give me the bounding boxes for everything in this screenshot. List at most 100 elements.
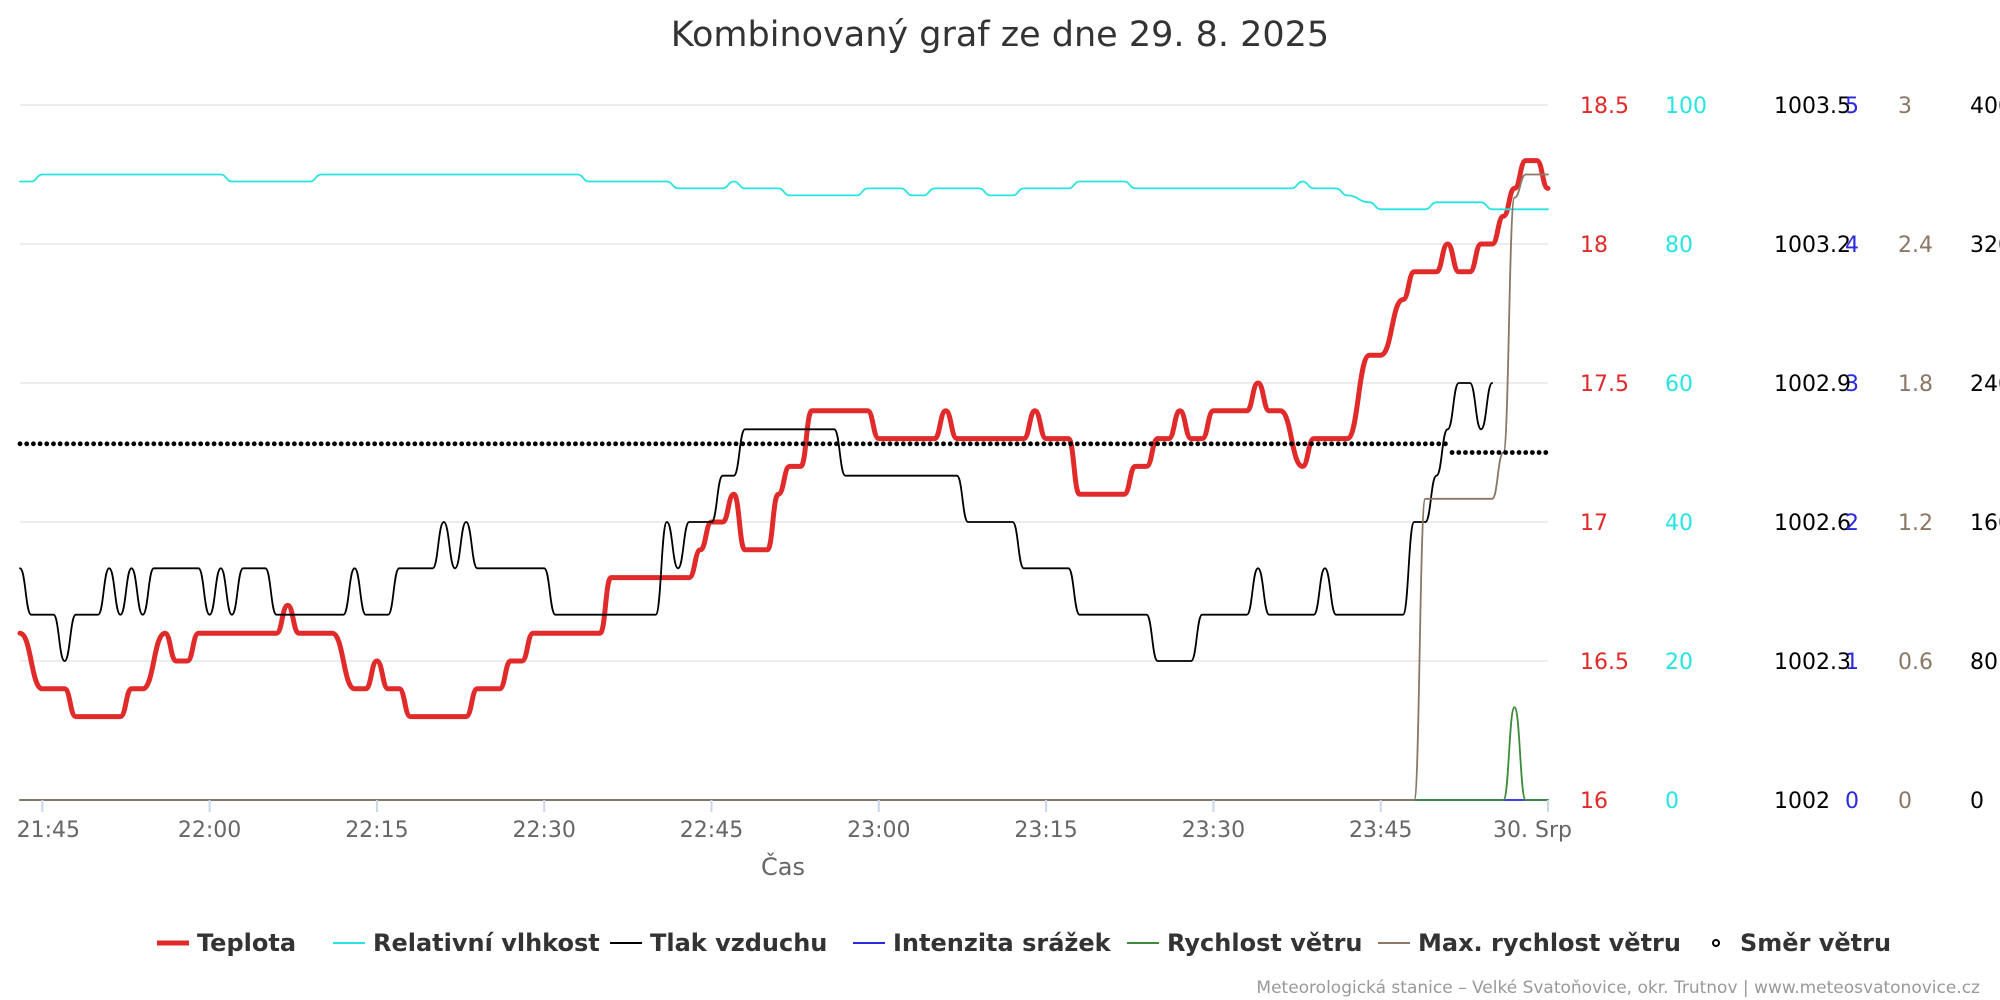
wind-direction-point — [1222, 441, 1227, 447]
wind-direction-point — [492, 441, 498, 447]
y-axis-precipitation-label: 2 — [1845, 511, 1859, 536]
wind-direction-point — [405, 441, 411, 447]
wind-direction-point — [1516, 450, 1522, 455]
wind-direction-point — [1469, 450, 1475, 455]
legend-item-tlak-vzduchu[interactable]: Tlak vzduchu — [610, 929, 827, 957]
wind-direction-point — [1409, 441, 1415, 447]
wind-direction-point — [1235, 441, 1241, 447]
wind-direction-point — [1195, 441, 1201, 447]
legend-label: Teplota — [197, 929, 296, 957]
credits[interactable]: Meteorologická stanice – Velké Svatoňovi… — [1256, 978, 1980, 998]
wind-direction-point — [914, 441, 920, 447]
wind-direction-point — [265, 441, 271, 447]
x-tick-label: 23:00 — [847, 818, 910, 843]
wind-direction-point — [1121, 441, 1127, 447]
wind-direction-point — [854, 441, 859, 447]
wind-direction-point — [30, 441, 36, 447]
wind-direction-point — [399, 441, 404, 447]
wind-direction-point — [994, 441, 1000, 447]
wind-direction-point — [887, 441, 893, 447]
wind-direction-point — [432, 441, 438, 447]
wind-direction-point — [773, 441, 779, 447]
wind-direction-point — [445, 441, 451, 447]
wind-direction-point — [245, 441, 250, 447]
y-axis-humidity-label: 80 — [1665, 233, 1693, 258]
y-axis-temperature-label: 18.5 — [1580, 94, 1629, 119]
wind-direction-point — [385, 441, 391, 447]
wind-direction-point — [552, 441, 558, 447]
legend-item-rychlost-vetru[interactable]: Rychlost větru — [1127, 929, 1363, 957]
legend-label: Relativní vlhkost — [373, 929, 600, 957]
wind-direction-point — [934, 441, 940, 447]
wind-direction-point — [479, 441, 485, 447]
wind-direction-point — [138, 441, 143, 447]
wind-direction-point — [1503, 450, 1509, 455]
wind-direction-point — [278, 441, 284, 447]
x-tick-label: 23:30 — [1182, 818, 1245, 843]
y-axis-humidity-label: 20 — [1665, 650, 1693, 675]
wind-direction-point — [593, 441, 598, 447]
y-axis-humidity-label: 60 — [1665, 372, 1693, 397]
wind-direction-point — [1202, 441, 1207, 447]
wind-direction-point — [1228, 441, 1234, 447]
wind-direction-point — [1028, 441, 1033, 447]
grid-layer — [20, 104, 1548, 801]
wind-direction-point — [947, 441, 953, 447]
wind-direction-point — [606, 441, 612, 447]
legend-label: Intenzita srážek — [893, 929, 1112, 957]
y-axis-precipitation-label: 3 — [1845, 372, 1859, 397]
wind-direction-point — [747, 441, 752, 447]
wind-direction-point — [338, 441, 344, 447]
wind-direction-point — [941, 441, 946, 447]
wind-direction-point — [987, 441, 993, 447]
wind-direction-point — [967, 441, 973, 447]
legend-item-intenzita-srazek[interactable]: Intenzita srážek — [853, 929, 1112, 957]
wind-direction-point — [720, 441, 726, 447]
wind-direction-point — [900, 441, 906, 447]
legend-item-max-rychlost-vetru[interactable]: Max. rychlost větru — [1378, 929, 1681, 957]
wind-direction-point — [1148, 441, 1154, 447]
wind-direction-point — [77, 441, 83, 447]
y-axis-pressure-label: 1002.6 — [1774, 511, 1851, 536]
y-axis-direction-label: 240 — [1970, 372, 2000, 397]
wind-direction-point — [894, 441, 900, 447]
wind-direction-point — [673, 441, 679, 447]
legend-item-teplota[interactable]: Teplota — [157, 929, 296, 957]
legend-item-relativni-vlhkost[interactable]: Relativní vlhkost — [333, 929, 600, 957]
y-axis-pressure-label: 1003.2 — [1774, 233, 1851, 258]
wind-direction-point — [981, 441, 987, 447]
y-axis-pressure-label: 1002.9 — [1774, 372, 1851, 397]
wind-direction-point — [1449, 450, 1455, 455]
wind-direction-point — [1135, 441, 1140, 447]
wind-direction-point — [847, 441, 853, 447]
wind-direction-point — [666, 441, 672, 447]
legend-item-smer-vetru[interactable]: Směr větru — [1712, 929, 1891, 957]
wind-direction-point — [472, 441, 478, 447]
wind-direction-point — [506, 441, 511, 447]
wind-direction-point — [767, 441, 772, 447]
y-axis-direction-label: 400 — [1970, 94, 2000, 119]
wind-direction-point — [184, 441, 190, 447]
wind-direction-point — [1041, 441, 1047, 447]
wind-direction-point — [158, 441, 163, 447]
wind-direction-point — [726, 441, 732, 447]
wind-direction-point — [532, 441, 538, 447]
wind-direction-point — [1155, 441, 1161, 447]
wind-direction-point — [512, 441, 518, 447]
y-axis-temperature-label: 18 — [1580, 233, 1608, 258]
wind-direction-point — [807, 441, 813, 447]
wind-direction-point — [880, 441, 886, 447]
wind-direction-point — [686, 441, 692, 447]
series-layer — [17, 158, 1551, 801]
wind-direction-point — [1115, 441, 1120, 447]
y-axis-precipitation-label: 4 — [1845, 233, 1859, 258]
wind-direction-point — [144, 441, 150, 447]
wind-direction-point — [1001, 441, 1007, 447]
x-tick-label: 30. Srp — [1493, 818, 1572, 843]
wind-direction-point — [793, 441, 799, 447]
wind-direction-point — [1081, 441, 1087, 447]
wind-direction-point — [1382, 441, 1388, 447]
wind-direction-point — [626, 441, 632, 447]
